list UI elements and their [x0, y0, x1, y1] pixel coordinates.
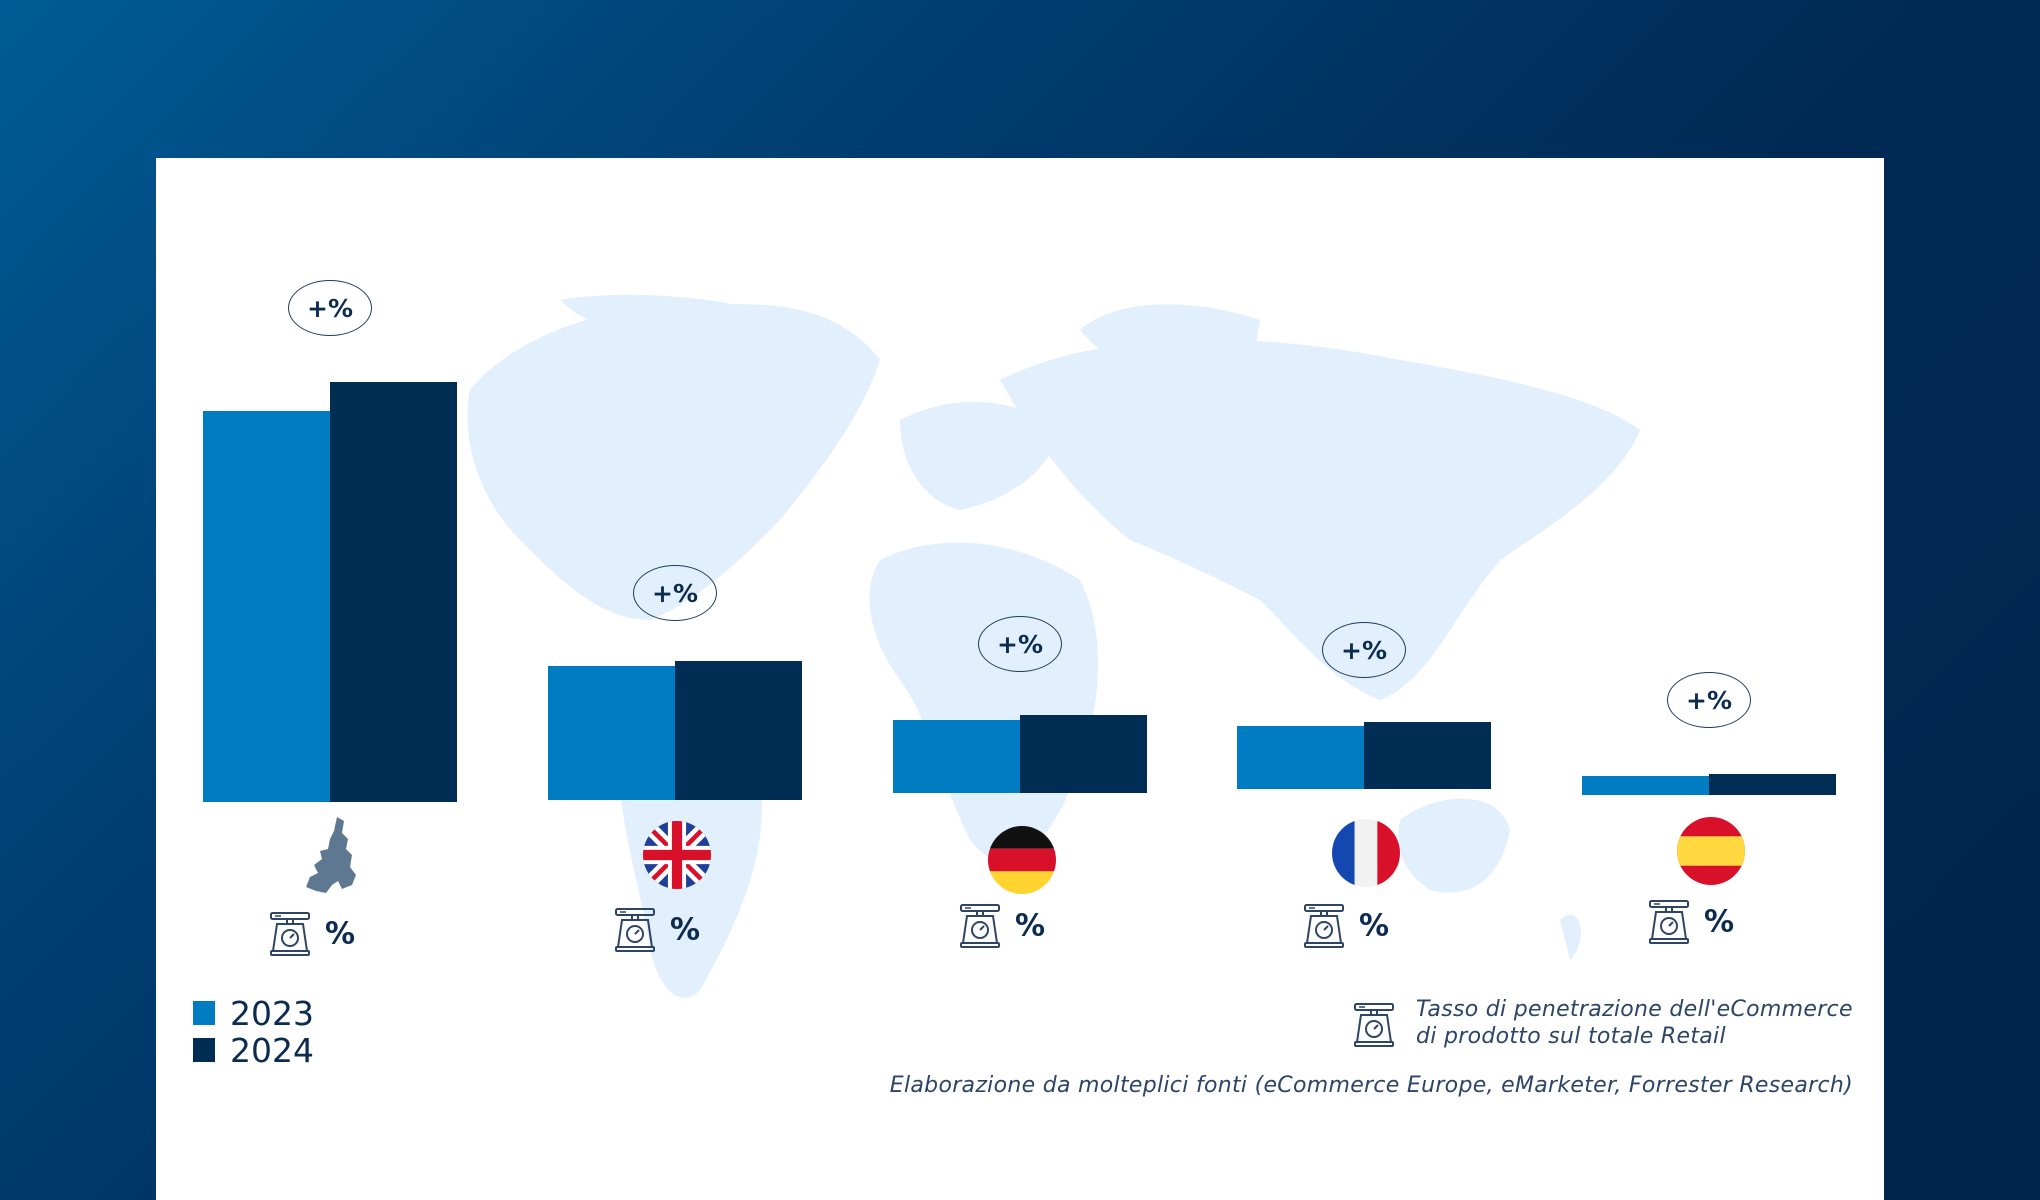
- bar-france-2023: [1237, 726, 1364, 789]
- bar-uk-2024: [675, 661, 802, 800]
- growth-badge: +%: [633, 565, 717, 621]
- penetration-value: %: [1704, 904, 1735, 940]
- eu-map-icon: [298, 815, 366, 895]
- scale-icon: [958, 903, 1002, 949]
- penetration-note-line1: Tasso di penetrazione dell'eCommerce: [1416, 997, 1853, 1022]
- scale-icon: [1302, 903, 1346, 949]
- growth-badge: +%: [1322, 622, 1406, 678]
- legend-swatch-2023: [193, 1001, 215, 1025]
- bar-uk-2023: [548, 665, 675, 800]
- penetration-value: %: [325, 916, 356, 952]
- growth-badge: +%: [1667, 672, 1751, 728]
- france-flag-icon: [1332, 819, 1400, 887]
- bar-france-2024: [1364, 721, 1491, 789]
- legend-swatch-2024: [193, 1038, 215, 1062]
- scale-icon: [268, 911, 312, 957]
- germany-flag-icon: [988, 826, 1056, 894]
- scale-icon: [1647, 899, 1691, 945]
- legend-label-2024: 2024: [230, 1031, 314, 1070]
- penetration-note: Tasso di penetrazione dell'eCommerce di …: [1416, 996, 1853, 1050]
- growth-badge: +%: [288, 280, 372, 336]
- scale-icon: [613, 907, 657, 953]
- source-note: Elaborazione da molteplici fonti (eComme…: [889, 1073, 1853, 1098]
- bar-spain-2024: [1709, 774, 1836, 795]
- penetration-note-line2: di prodotto sul totale Retail: [1416, 1024, 1726, 1049]
- bar-eu-2024: [330, 382, 457, 802]
- scale-icon: [1352, 1002, 1396, 1048]
- bar-eu-2023: [203, 411, 330, 802]
- bar-spain-2023: [1582, 776, 1709, 795]
- penetration-value: %: [1015, 908, 1046, 944]
- growth-badge: +%: [978, 616, 1062, 672]
- penetration-value: %: [670, 912, 701, 948]
- uk-flag-icon: [643, 821, 711, 889]
- bar-germany-2023: [893, 719, 1020, 793]
- bar-germany-2024: [1020, 715, 1147, 793]
- spain-flag-icon: [1677, 817, 1745, 885]
- legend-label-2023: 2023: [230, 994, 314, 1033]
- penetration-value: %: [1359, 908, 1390, 944]
